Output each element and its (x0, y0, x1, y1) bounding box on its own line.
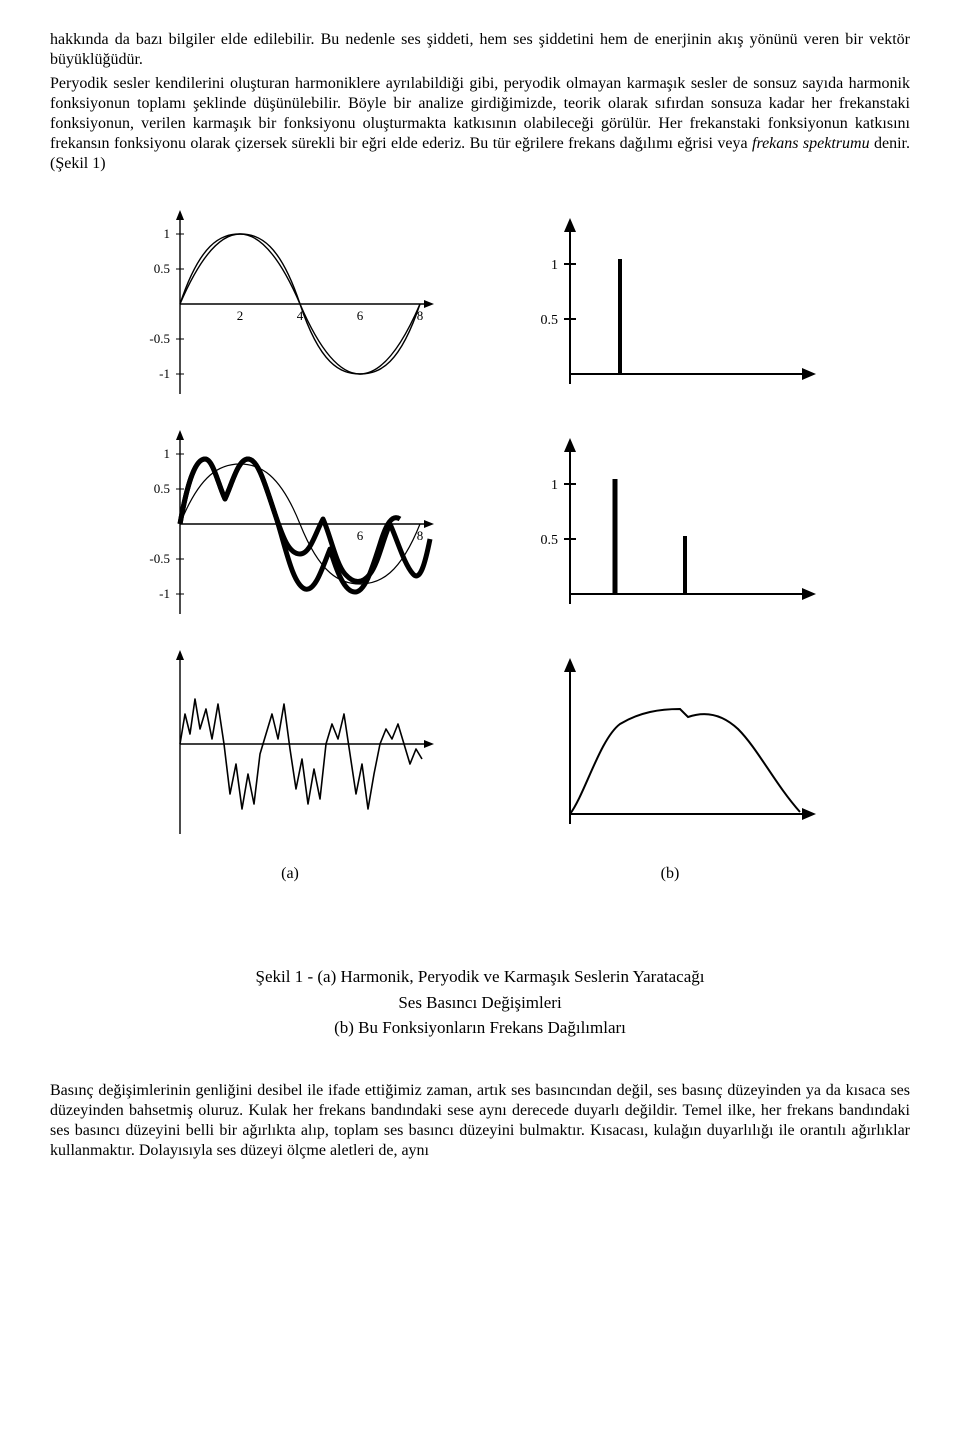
col-b-label: (b) (510, 864, 830, 884)
panel-3a-complex-wave (130, 644, 450, 844)
figure-1: 1 0.5 -0.5 -1 2 4 6 8 (100, 204, 860, 1041)
panel-2b-spectrum-two: 1 0.5 (510, 424, 830, 624)
ytick-05: 0.5 (541, 533, 559, 548)
ytick-1: 1 (551, 258, 558, 273)
paragraph-3: Basınç değişimlerinin genliğini desibel … (50, 1081, 910, 1161)
paragraph-2: Peryodik sesler kendilerini oluşturan ha… (50, 74, 910, 174)
figure-row-1: 1 0.5 -0.5 -1 2 4 6 8 (100, 204, 860, 404)
caption-line-1: Şekil 1 - (a) Harmonik, Peryodik ve Karm… (100, 964, 860, 990)
ytick-05: 0.5 (154, 481, 170, 496)
ytick-n1: -1 (159, 366, 170, 381)
xtick-6: 6 (357, 528, 364, 543)
col-a-label: (a) (130, 864, 450, 884)
ytick-05: 0.5 (541, 313, 559, 328)
ytick-1: 1 (164, 226, 171, 241)
figure-row-3 (100, 644, 860, 844)
xtick-2: 2 (237, 308, 244, 323)
ytick-05: 0.5 (154, 261, 170, 276)
panel-3b-spectrum-continuous (510, 644, 830, 844)
ytick-1: 1 (164, 446, 171, 461)
caption-line-3: (b) Bu Fonksiyonların Frekans Dağılımlar… (100, 1015, 860, 1041)
p2-italic: frekans spektrumu (752, 135, 870, 152)
figure-caption: Şekil 1 - (a) Harmonik, Peryodik ve Karm… (100, 964, 860, 1041)
caption-line-2: Ses Basıncı Değişimleri (100, 990, 860, 1016)
ytick-n05: -0.5 (149, 331, 170, 346)
panel-1a-sine-wave: 1 0.5 -0.5 -1 2 4 6 8 (130, 204, 450, 404)
ytick-1: 1 (551, 478, 558, 493)
column-labels: (a) (b) (100, 864, 860, 884)
panel-2a-periodic-wave: 1 0.5 -0.5 -1 6 8 (130, 424, 450, 624)
ytick-n05: -0.5 (149, 551, 170, 566)
panel-1b-spectrum-single: 1 0.5 (510, 204, 830, 404)
xtick-6: 6 (357, 308, 364, 323)
paragraph-1: hakkında da bazı bilgiler elde edilebili… (50, 30, 910, 70)
ytick-n1: -1 (159, 586, 170, 601)
figure-row-2: 1 0.5 -0.5 -1 6 8 (100, 424, 860, 624)
